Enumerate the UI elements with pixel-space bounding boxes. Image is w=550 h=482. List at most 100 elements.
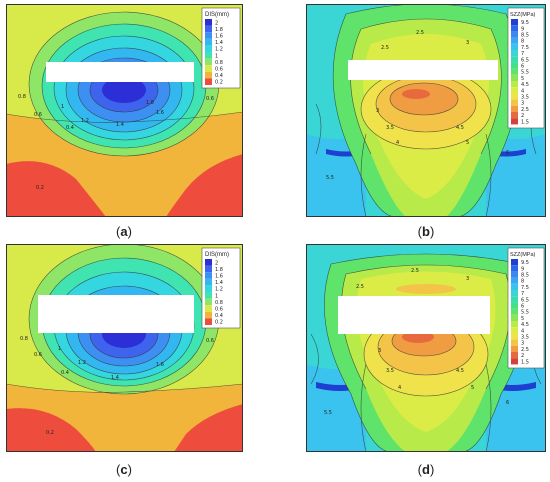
legend-level-label: 9.5 [521, 260, 529, 266]
contour-label: 5 [466, 140, 469, 146]
legend-level-label: 9.5 [521, 20, 529, 26]
legend-level-label: 0.8 [215, 300, 223, 306]
legend-swatch [511, 314, 518, 321]
contour-band [402, 89, 430, 99]
excavation-opening [348, 60, 498, 80]
legend-swatch [511, 352, 518, 359]
contour-label: 3 [378, 348, 381, 354]
legend-swatch [511, 93, 518, 100]
contour-label: 5.5 [324, 410, 332, 416]
contour-band [6, 408, 96, 452]
legend-level-label: 7 [521, 291, 524, 297]
legend-swatch [511, 302, 518, 309]
panel-d-szz-plot: 2.5 3 3.5 4 4.5 5 5.5 6 3 2.5 SZZ(MPa) 9… [306, 244, 546, 452]
legend-level-label: 1.5 [521, 359, 529, 365]
legend-swatch [205, 305, 212, 312]
caption-letter: d [422, 462, 430, 477]
caption-b: (b) [417, 224, 435, 239]
legend-level-label: 1.6 [215, 274, 223, 280]
contour-label: 1.6 [156, 362, 164, 368]
legend-dis-a: DIS(mm) 21.81.61.41.210.80.60.40.2 [201, 7, 241, 89]
legend-level-label: 1.8 [215, 267, 223, 273]
legend-level-label: 6 [521, 304, 524, 310]
legend-swatch [511, 327, 518, 334]
legend-swatch [511, 37, 518, 44]
legend-swatch [511, 358, 518, 365]
caption-c: (c) [116, 462, 132, 477]
legend-level-label: 4 [521, 328, 524, 334]
legend-swatch [511, 271, 518, 278]
contour-label: 6 [506, 400, 509, 406]
legend-swatch [205, 318, 212, 325]
contour-label: 0.4 [66, 125, 74, 131]
legend-swatch [205, 58, 212, 66]
legend-swatch [511, 25, 518, 32]
legend-level-label: 9 [521, 266, 524, 272]
contour-label: 4.5 [456, 125, 464, 131]
legend-swatch [205, 65, 212, 72]
caption-letter: c [120, 462, 128, 477]
legend-title: DIS(mm) [205, 12, 229, 18]
legend-swatch [511, 265, 518, 272]
legend-swatch [205, 278, 212, 286]
contour-label: 5.5 [326, 175, 334, 181]
legend-level-label: 6.5 [521, 297, 529, 303]
excavation-opening [46, 62, 194, 82]
legend-swatch [511, 333, 518, 340]
legend-level-label: 7.5 [521, 285, 529, 291]
legend-swatch [511, 308, 518, 315]
panel-b-szz-plot: 2.5 3 3.5 4 4.5 5 5.5 6 3 2.5 SZZ(MPa) 9… [306, 4, 546, 217]
contour-label: 3.5 [386, 125, 394, 131]
legend-swatch [511, 43, 518, 50]
legend-szz-b: SZZ(MPa) 9.598.587.576.565.554.543.532.5… [507, 7, 545, 129]
legend-level-label: 5.5 [521, 70, 529, 76]
contour-label: 3 [466, 276, 469, 282]
legend-title: SZZ(MPa) [510, 252, 536, 258]
legend-swatch [511, 339, 518, 346]
legend-level-label: 0.8 [215, 60, 223, 66]
contour-label: 2.5 [411, 268, 419, 274]
contour-label: 1 [61, 104, 64, 110]
contour-band [6, 161, 106, 217]
legend-swatch [205, 52, 212, 59]
caption-d: (d) [417, 462, 435, 477]
contour-label: 0.4 [61, 370, 69, 376]
legend-swatch [511, 118, 518, 125]
contour-label: 2.5 [356, 284, 364, 290]
legend-level-label: 8 [521, 279, 524, 285]
contour-label: 2.5 [381, 45, 389, 51]
legend-swatch [511, 62, 518, 69]
legend-swatch [205, 32, 212, 39]
panel-c-dis-plot: 0.8 0.6 0.4 1 1.2 1.4 0.2 0.6 1.6 DIS(mm… [6, 244, 243, 452]
legend-title: DIS(mm) [205, 252, 229, 258]
legend-level-label: 4.5 [521, 322, 529, 328]
legend-swatch [511, 259, 518, 266]
legend-swatch [205, 285, 212, 292]
contour-label: 0.6 [34, 352, 42, 358]
legend-swatch [511, 345, 518, 352]
legend-level-label: 3.5 [521, 335, 529, 341]
contour-label: 1.4 [111, 375, 119, 381]
legend-swatch [511, 56, 518, 63]
legend-level-label: 7.5 [521, 45, 529, 51]
contour-label: 1.6 [156, 110, 164, 116]
dis-contour-map-a: 0.8 0.6 0.4 1 1.2 1.4 0.2 0.6 1.6 1.8 DI… [6, 4, 243, 217]
legend-dis-c: DIS(mm) 21.81.61.41.210.80.60.40.2 [201, 247, 241, 329]
legend-level-label: 7 [521, 51, 524, 57]
legend-swatch [205, 19, 212, 26]
szz-contour-map-b: 2.5 3 3.5 4 4.5 5 5.5 6 3 2.5 SZZ(MPa) 9… [306, 4, 546, 217]
contour-label: 3 [376, 108, 379, 114]
contour-label: 0.2 [36, 185, 44, 191]
legend-level-label: 1.6 [215, 34, 223, 40]
legend-level-label: 3.5 [521, 95, 529, 101]
contour-label: 1.2 [78, 360, 86, 366]
legend-swatch [205, 292, 212, 299]
legend-title: SZZ(MPa) [510, 12, 536, 18]
contour-label: 0.2 [46, 430, 54, 436]
legend-level-label: 8.5 [521, 273, 529, 279]
contour-label: 0.6 [206, 96, 214, 102]
legend-swatch [511, 19, 518, 26]
legend-level-label: 2 [521, 353, 524, 359]
legend-level-label: 1.4 [215, 40, 223, 46]
contour-band [102, 77, 146, 103]
